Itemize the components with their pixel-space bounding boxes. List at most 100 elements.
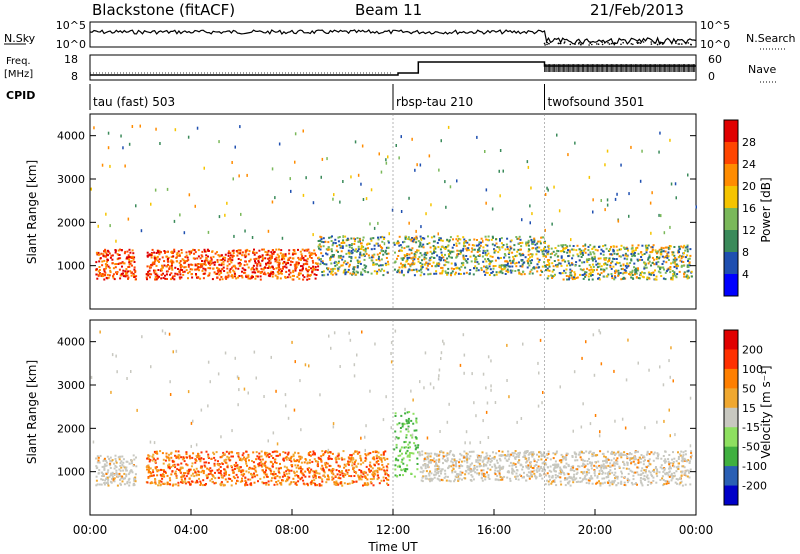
- heatmap-cell: [367, 271, 370, 274]
- heatmap-cell: [112, 478, 115, 481]
- heatmap-scatter: [274, 196, 276, 200]
- heatmap-cell: [359, 253, 362, 256]
- heatmap-cell: [117, 249, 120, 252]
- heatmap-cell: [199, 257, 202, 260]
- heatmap-cell: [690, 275, 693, 278]
- heatmap-cell: [660, 246, 663, 249]
- heatmap-cell: [575, 261, 578, 264]
- heatmap-cell: [185, 453, 188, 456]
- heatmap-cell: [615, 459, 618, 462]
- heatmap-cell: [548, 265, 551, 268]
- heatmap-cell: [116, 253, 119, 256]
- heatmap-cell: [367, 468, 370, 471]
- heatmap-cell: [182, 273, 185, 276]
- heatmap-cell: [188, 470, 191, 473]
- nsearch-dot: [563, 42, 565, 44]
- heatmap-cell: [533, 237, 536, 240]
- heatmap-cell: [286, 478, 289, 481]
- heatmap-cell: [201, 250, 204, 253]
- heatmap-cell: [200, 471, 203, 474]
- heatmap-cell: [355, 480, 358, 483]
- heatmap-cell: [325, 466, 327, 469]
- heatmap-scatter: [437, 232, 439, 236]
- heatmap-cell: [380, 250, 383, 253]
- heatmap-cell: [449, 251, 452, 254]
- heatmap-cell: [232, 455, 234, 458]
- heatmap-cell: [265, 475, 268, 478]
- heatmap-cell: [333, 262, 336, 264]
- heatmap-cell: [289, 457, 292, 460]
- heatmap-cell: [637, 269, 640, 272]
- heatmap-cell: [95, 261, 98, 264]
- heatmap-cell: [311, 259, 314, 262]
- heatmap-cell: [153, 257, 156, 260]
- heatmap-cell: [282, 253, 285, 256]
- heatmap-cell: [117, 263, 120, 265]
- heatmap-cell: [496, 459, 498, 462]
- heatmap-cell: [609, 265, 612, 268]
- heatmap-cell: [381, 235, 384, 238]
- heatmap-cell: [342, 239, 345, 242]
- heatmap-scatter: [447, 125, 450, 129]
- heatmap-cell: [532, 451, 535, 454]
- heatmap-cell: [645, 249, 648, 252]
- heatmap-cell: [265, 262, 267, 265]
- heatmap-cell: [354, 461, 356, 464]
- heatmap-cell: [402, 241, 404, 244]
- heatmap-cell: [350, 459, 353, 462]
- heatmap-cell: [465, 470, 468, 473]
- heatmap-cell: [396, 270, 399, 273]
- heatmap-cell: [165, 455, 168, 458]
- heatmap-cell: [218, 464, 220, 467]
- heatmap-cell: [191, 456, 194, 459]
- heatmap-cell: [479, 455, 482, 457]
- heatmap-cell: [459, 252, 462, 255]
- heatmap-cell: [506, 246, 509, 248]
- heatmap-cell: [372, 256, 375, 259]
- heatmap-cell: [518, 235, 521, 238]
- heatmap-cell: [335, 461, 338, 464]
- heatmap-cell: [474, 471, 477, 474]
- heatmap-cell: [347, 460, 350, 463]
- heatmap-scatter: [290, 189, 292, 193]
- heatmap-cell: [344, 268, 347, 271]
- heatmap-cell: [547, 247, 550, 250]
- heatmap-cell: [277, 264, 280, 266]
- heatmap-cell: [170, 267, 173, 269]
- heatmap-cell: [543, 248, 545, 250]
- heatmap-cell: [473, 238, 476, 241]
- heatmap-cell: [570, 274, 573, 277]
- heatmap-cell: [608, 259, 611, 262]
- colorbar-swatch: [724, 252, 738, 275]
- heatmap-cell: [643, 266, 646, 269]
- heatmap-cell: [302, 278, 305, 281]
- heatmap-cell: [652, 274, 655, 277]
- heatmap-cell: [109, 269, 112, 272]
- heatmap-cell: [473, 248, 476, 251]
- heatmap-cell: [248, 459, 250, 462]
- heatmap-cell: [240, 274, 243, 277]
- heatmap-cell: [166, 456, 169, 459]
- heatmap-cell: [370, 259, 373, 262]
- heatmap-cell: [648, 256, 651, 259]
- heatmap-cell: [582, 268, 585, 271]
- heatmap-cell: [252, 451, 255, 454]
- heatmap-cell: [382, 253, 385, 256]
- heatmap-cell: [246, 263, 249, 266]
- heatmap-cell: [394, 415, 397, 417]
- heatmap-cell: [385, 472, 388, 475]
- heatmap-cell: [420, 254, 423, 257]
- heatmap-cell: [378, 264, 380, 267]
- heatmap-cell: [376, 471, 379, 474]
- heatmap-cell: [225, 458, 227, 461]
- heatmap-cell: [481, 255, 484, 258]
- heatmap-cell: [296, 276, 299, 278]
- heatmap-cell: [272, 463, 274, 466]
- heatmap-cell: [454, 470, 457, 473]
- heatmap-cell: [293, 250, 296, 253]
- heatmap-cell: [220, 262, 223, 265]
- heatmap-cell: [327, 478, 330, 481]
- heatmap-cell: [110, 481, 113, 484]
- heatmap-scatter: [674, 182, 677, 186]
